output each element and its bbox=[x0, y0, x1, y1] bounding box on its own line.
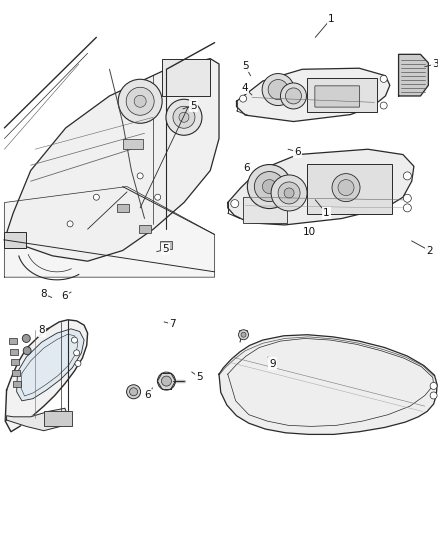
Bar bbox=[9, 338, 17, 344]
Text: 5: 5 bbox=[162, 245, 169, 254]
Circle shape bbox=[75, 360, 81, 367]
Circle shape bbox=[262, 74, 294, 106]
Circle shape bbox=[137, 173, 143, 179]
Polygon shape bbox=[4, 59, 219, 261]
Polygon shape bbox=[228, 149, 414, 225]
Text: 8: 8 bbox=[39, 326, 46, 335]
Circle shape bbox=[247, 165, 291, 208]
Circle shape bbox=[430, 392, 437, 399]
Circle shape bbox=[403, 204, 411, 212]
FancyBboxPatch shape bbox=[315, 86, 360, 107]
Text: 5: 5 bbox=[242, 61, 249, 71]
Circle shape bbox=[280, 83, 307, 109]
Circle shape bbox=[22, 334, 30, 343]
Bar bbox=[239, 330, 247, 336]
Circle shape bbox=[271, 175, 307, 211]
Circle shape bbox=[254, 172, 284, 201]
Text: 5: 5 bbox=[190, 101, 197, 110]
Text: 6: 6 bbox=[243, 163, 250, 173]
Text: 6: 6 bbox=[294, 147, 301, 157]
Text: 8: 8 bbox=[40, 289, 47, 299]
FancyBboxPatch shape bbox=[243, 197, 287, 223]
Text: 6: 6 bbox=[61, 291, 68, 301]
Text: 5: 5 bbox=[196, 373, 203, 382]
Circle shape bbox=[127, 385, 141, 399]
Text: 9: 9 bbox=[269, 359, 276, 368]
Polygon shape bbox=[5, 320, 88, 432]
Circle shape bbox=[338, 180, 354, 196]
Circle shape bbox=[241, 332, 246, 337]
Circle shape bbox=[74, 350, 80, 356]
Circle shape bbox=[162, 376, 171, 386]
Bar bbox=[160, 241, 173, 249]
Circle shape bbox=[126, 87, 154, 115]
Circle shape bbox=[380, 75, 387, 83]
Circle shape bbox=[93, 194, 99, 200]
Bar bbox=[12, 370, 20, 376]
Circle shape bbox=[284, 188, 294, 198]
Polygon shape bbox=[219, 335, 437, 434]
Circle shape bbox=[134, 95, 146, 107]
Bar bbox=[11, 359, 19, 366]
Text: 2: 2 bbox=[426, 246, 433, 255]
Circle shape bbox=[262, 180, 276, 193]
Circle shape bbox=[118, 79, 162, 123]
Circle shape bbox=[240, 95, 247, 102]
Circle shape bbox=[231, 199, 239, 208]
Bar bbox=[13, 381, 21, 387]
Circle shape bbox=[239, 330, 248, 340]
Circle shape bbox=[157, 372, 176, 390]
Circle shape bbox=[332, 174, 360, 201]
FancyBboxPatch shape bbox=[162, 59, 210, 96]
Circle shape bbox=[430, 382, 437, 390]
Circle shape bbox=[179, 112, 189, 122]
Circle shape bbox=[166, 99, 202, 135]
Text: 1: 1 bbox=[328, 14, 335, 23]
Circle shape bbox=[67, 221, 73, 227]
Text: 7: 7 bbox=[169, 319, 176, 329]
Bar bbox=[123, 139, 143, 149]
Circle shape bbox=[403, 194, 411, 203]
FancyBboxPatch shape bbox=[307, 164, 392, 214]
Polygon shape bbox=[17, 329, 84, 401]
Text: 1: 1 bbox=[323, 208, 330, 218]
Circle shape bbox=[155, 194, 161, 200]
Circle shape bbox=[71, 337, 78, 343]
Polygon shape bbox=[237, 68, 390, 122]
Text: 6: 6 bbox=[145, 391, 152, 400]
Bar bbox=[10, 349, 18, 355]
Circle shape bbox=[130, 387, 138, 396]
Circle shape bbox=[286, 88, 301, 104]
FancyBboxPatch shape bbox=[307, 78, 377, 112]
Bar bbox=[138, 225, 151, 233]
Circle shape bbox=[173, 106, 195, 128]
Text: 4: 4 bbox=[241, 83, 248, 93]
Text: 3: 3 bbox=[432, 59, 438, 69]
Circle shape bbox=[268, 79, 288, 100]
Bar bbox=[117, 204, 129, 212]
Circle shape bbox=[278, 182, 300, 204]
Circle shape bbox=[380, 102, 387, 109]
Polygon shape bbox=[4, 187, 215, 277]
Circle shape bbox=[403, 172, 411, 180]
Bar bbox=[44, 411, 72, 426]
Circle shape bbox=[23, 346, 31, 355]
FancyBboxPatch shape bbox=[4, 232, 26, 248]
Text: 10: 10 bbox=[303, 228, 316, 237]
Polygon shape bbox=[399, 54, 428, 96]
Polygon shape bbox=[7, 408, 68, 431]
